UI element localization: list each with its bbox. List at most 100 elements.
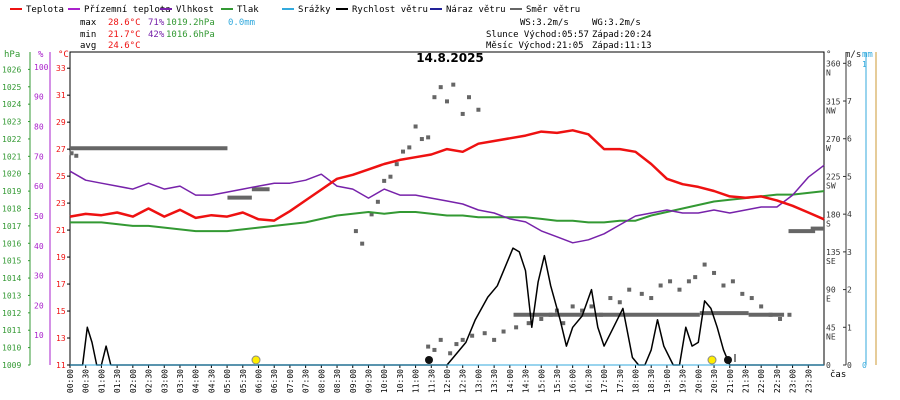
- tick-x: 23:00: [789, 369, 798, 393]
- wind-dir-point: [460, 111, 465, 116]
- tick-x: 02:30: [145, 369, 154, 393]
- wind-dir-point: [360, 241, 365, 246]
- wind-dir-point: [721, 283, 726, 288]
- tick-x: 07:30: [302, 369, 311, 393]
- tick-press: 1011: [2, 326, 21, 335]
- stat-min-hum: 42%: [148, 30, 165, 40]
- tick-press: 1026: [2, 65, 21, 74]
- legend-label-press: Tlak: [237, 5, 259, 15]
- tick-x: 13:00: [474, 369, 483, 393]
- series-temperature: [69, 129, 825, 222]
- tick-dir: 0: [826, 361, 831, 370]
- tick-hum: 90: [34, 93, 44, 102]
- wind-dir-point: [419, 137, 424, 142]
- info-moon: Měsíc Východ:21:05: [486, 41, 584, 51]
- legend-label-dir: Směr větru: [526, 5, 580, 15]
- tick-dir: 180: [826, 210, 841, 219]
- tick-x: 14:00: [506, 369, 515, 393]
- tick-x: 16:00: [569, 369, 578, 393]
- wind-dir-point: [426, 344, 431, 349]
- tick-dir: 270: [826, 135, 841, 144]
- wind-dir-point: [759, 304, 764, 309]
- axis-hum-unit: %: [38, 50, 44, 60]
- tick-x: 11:30: [427, 369, 436, 393]
- tick-x: 05:00: [223, 369, 232, 393]
- wind-dir-point: [394, 162, 399, 167]
- tick-dir-name: W: [826, 144, 831, 153]
- wind-dir-point: [407, 145, 412, 150]
- tick-x: 08:30: [333, 369, 342, 393]
- tick-x: 04:30: [207, 369, 216, 393]
- tick-x: 09:30: [364, 369, 373, 393]
- wind-dir-point: [740, 291, 745, 296]
- tick-x: 17:30: [616, 369, 625, 393]
- tick-x: 05:30: [239, 369, 248, 393]
- legend: Teplota Přízemní teplota Vlhkost Tlak Srážky…: [10, 5, 580, 15]
- chart-title: 14.8.2025: [416, 51, 484, 65]
- tick-temp: 17: [56, 280, 66, 289]
- tick-x: 13:30: [490, 369, 499, 393]
- moonset-marker: [425, 356, 433, 364]
- wind-dir-point: [539, 316, 544, 321]
- tick-x: 06:00: [255, 369, 264, 393]
- wind-dir-point: [627, 287, 632, 292]
- tick-dir: 90: [826, 286, 836, 295]
- tick-dir-name: S: [826, 219, 831, 228]
- stat-max-hum: 71%: [148, 18, 165, 28]
- tick-dir-name: N: [826, 69, 831, 78]
- tick-x: 00:00: [66, 369, 75, 393]
- info-sun: Slunce Východ:05:57: [486, 30, 589, 40]
- tick-dir: 315: [826, 97, 841, 106]
- tick-press: 1024: [2, 100, 21, 109]
- tick-x: 19:30: [679, 369, 688, 393]
- wind-dir-point: [460, 337, 465, 342]
- tick-x: 00:30: [82, 369, 91, 393]
- tick-temp: 25: [56, 172, 66, 181]
- stat-avg-temp: 24.6°C: [108, 41, 141, 51]
- wind-dir-point: [778, 316, 783, 321]
- wind-dir-point: [686, 279, 691, 284]
- tick-x: 01:30: [113, 369, 122, 393]
- tick-x: 11:00: [412, 369, 421, 393]
- tick-x: 23:30: [804, 369, 813, 393]
- tick-hum: 30: [34, 272, 44, 281]
- axes: hPa% °C1009101010111012101310141015101610…: [2, 50, 877, 393]
- wind-dir-point: [388, 174, 393, 179]
- tick-wind: 6: [847, 135, 852, 144]
- tick-x: 06:30: [270, 369, 279, 393]
- wind-dir-point: [768, 312, 773, 317]
- tick-dir: 135: [826, 248, 841, 257]
- info-ws: WS:3.2m/s: [520, 18, 569, 28]
- tick-wind: 8: [847, 59, 852, 68]
- wind-dir-point: [548, 312, 553, 317]
- wind-dir-point: [438, 337, 443, 342]
- tick-x: 01:00: [97, 369, 106, 393]
- tick-press: 1015: [2, 257, 21, 266]
- stat-max-press: 1019.2hPa: [166, 18, 215, 28]
- tick-x: 20:00: [694, 369, 703, 393]
- wind-dir-point: [74, 153, 79, 158]
- tick-temp: 15: [56, 307, 66, 316]
- tick-x: 03:00: [160, 369, 169, 393]
- tick-x: 18:30: [647, 369, 656, 393]
- wind-dir-point: [608, 296, 613, 301]
- stat-max-label: max: [80, 18, 97, 28]
- wind-dir-point: [470, 333, 475, 338]
- tick-press: 1020: [2, 170, 21, 179]
- wind-dir-point: [712, 270, 717, 275]
- tick-temp: 29: [56, 118, 66, 127]
- tick-x: 09:00: [349, 369, 358, 393]
- axis-temp-unit: °C: [58, 50, 69, 60]
- wind-dir-point: [382, 178, 387, 183]
- wind-dir-point: [514, 325, 519, 330]
- tick-press: 1016: [2, 239, 21, 248]
- axis-wind-unit: m/s: [845, 50, 861, 60]
- tick-x: 18:00: [632, 369, 641, 393]
- tick-press: 1019: [2, 187, 21, 196]
- wind-dir-point: [570, 304, 575, 309]
- tick-x: 08:00: [317, 369, 326, 393]
- tick-press: 1018: [2, 205, 21, 214]
- wind-dir-point: [466, 95, 471, 100]
- tick-x: 15:00: [537, 369, 546, 393]
- tick-x: 12:30: [459, 369, 468, 393]
